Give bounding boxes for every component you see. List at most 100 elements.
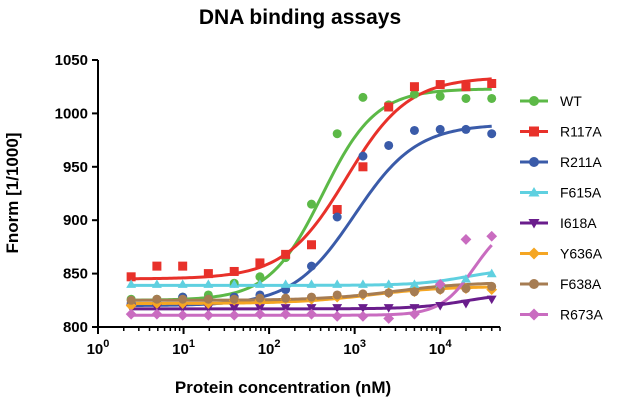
legend-label-f615a: F615A — [560, 185, 602, 201]
legend-marker-f638a — [529, 279, 539, 289]
data-point-wt — [255, 272, 265, 282]
data-point-wt — [461, 93, 471, 103]
data-point-f638a — [126, 295, 136, 305]
data-point-r117a — [255, 258, 265, 268]
data-point-r211a — [409, 125, 419, 135]
data-point-r117a — [152, 261, 162, 271]
y-tick-label: 950 — [63, 159, 88, 176]
data-point-f615a — [409, 279, 420, 288]
data-point-i618a — [409, 304, 420, 313]
legend: WT R117A R211A F615A I618A Y636A F638A R673A — [520, 93, 603, 323]
data-point-r117a — [332, 205, 342, 215]
data-point-f638a — [178, 294, 188, 304]
data-point-r673a — [460, 234, 472, 245]
data-point-r673a — [409, 308, 420, 320]
x-axis-label: Protein concentration (nM) — [175, 378, 391, 397]
x-tick-label: 102 — [258, 338, 281, 358]
legend-label-y636a: Y636A — [560, 246, 603, 262]
data-point-f638a — [332, 290, 342, 300]
data-point-i618a — [486, 295, 497, 305]
data-point-i618a — [254, 304, 265, 313]
data-point-f615a — [254, 279, 265, 288]
data-point-r117a — [281, 249, 291, 259]
data-point-i618a — [435, 302, 446, 311]
data-point-f638a — [306, 292, 316, 302]
axes: 800 850 900 950 1000 1050 100 101 102 103 104 — [55, 52, 501, 358]
x-tick-label: 104 — [429, 338, 453, 358]
data-point-r673a — [357, 310, 369, 322]
legend-marker-f615a — [528, 187, 540, 197]
data-point-f638a — [409, 287, 419, 297]
data-point-r117a — [306, 240, 316, 250]
data-point-f638a — [229, 294, 239, 304]
data-point-i618a — [461, 299, 471, 309]
data-point-f615a — [461, 273, 471, 283]
data-point-r117a — [126, 272, 136, 282]
data-point-r673a — [486, 230, 498, 242]
data-point-r673a — [177, 309, 189, 321]
data-point-r117a — [487, 78, 497, 88]
data-point-f615a — [126, 279, 137, 288]
data-point-wt — [487, 93, 497, 103]
y-axis-label: Fnorm [1/1000] — [3, 133, 22, 254]
data-point-r117a — [358, 162, 368, 172]
data-point-wt — [332, 129, 342, 139]
legend-label-i618a: I618A — [560, 215, 597, 231]
data-point-r117a — [409, 82, 419, 92]
data-point-f638a — [461, 284, 471, 294]
data-point-i618a — [332, 304, 343, 313]
data-point-f638a — [255, 293, 265, 303]
data-point-r211a — [332, 212, 342, 222]
data-point-r117a — [435, 80, 445, 90]
data-point-r673a — [125, 308, 137, 320]
y-tick-label: 800 — [63, 319, 88, 336]
data-point-r211a — [358, 151, 368, 161]
y-tick-label: 1050 — [55, 52, 88, 69]
data-point-r211a — [306, 261, 316, 271]
data-point-r673a — [228, 309, 240, 321]
legend-marker-r673a — [528, 308, 540, 321]
data-point-f615a — [383, 279, 394, 288]
legend-label-f638a: F638A — [560, 276, 602, 292]
data-point-i618a — [357, 304, 368, 313]
data-point-i618a — [383, 304, 394, 313]
data-point-wt — [358, 92, 368, 102]
data-point-i618a — [306, 304, 317, 313]
data-point-f638a — [358, 289, 368, 299]
data-point-f638a — [384, 288, 394, 298]
data-point-wt — [409, 89, 419, 99]
data-point-i618a — [229, 304, 240, 313]
legend-label-wt: WT — [560, 93, 582, 109]
data-point-f615a — [229, 279, 240, 288]
data-point-r211a — [384, 140, 394, 150]
x-tick-label: 100 — [87, 338, 110, 358]
legend-label-r211a: R211A — [560, 154, 602, 170]
data-point-r673a — [280, 308, 292, 320]
data-point-f638a — [152, 294, 162, 304]
data-point-f615a — [151, 279, 162, 288]
data-point-f615a — [177, 279, 188, 288]
data-points — [125, 78, 498, 324]
data-point-r211a — [461, 124, 471, 134]
y-tick-label: 900 — [63, 212, 88, 229]
legend-marker-r117a — [529, 126, 539, 137]
data-point-f638a — [281, 293, 291, 303]
data-point-r117a — [384, 102, 394, 112]
legend-marker-r211a — [529, 157, 539, 167]
legend-marker-wt — [529, 96, 539, 106]
data-point-r117a — [178, 261, 188, 271]
data-point-r673a — [434, 278, 446, 290]
legend-label-r673a: R673A — [560, 307, 603, 323]
y-tick-label: 1000 — [55, 105, 88, 122]
data-point-r117a — [203, 269, 213, 279]
chart-title: DNA binding assays — [199, 6, 401, 29]
legend-marker-i618a — [528, 219, 540, 229]
data-point-f638a — [203, 294, 213, 304]
data-point-wt — [306, 199, 316, 209]
data-point-r673a — [331, 310, 343, 322]
data-point-r673a — [254, 308, 266, 320]
data-point-f615a — [280, 279, 291, 288]
data-point-f615a — [332, 279, 343, 288]
data-point-wt — [435, 91, 445, 101]
